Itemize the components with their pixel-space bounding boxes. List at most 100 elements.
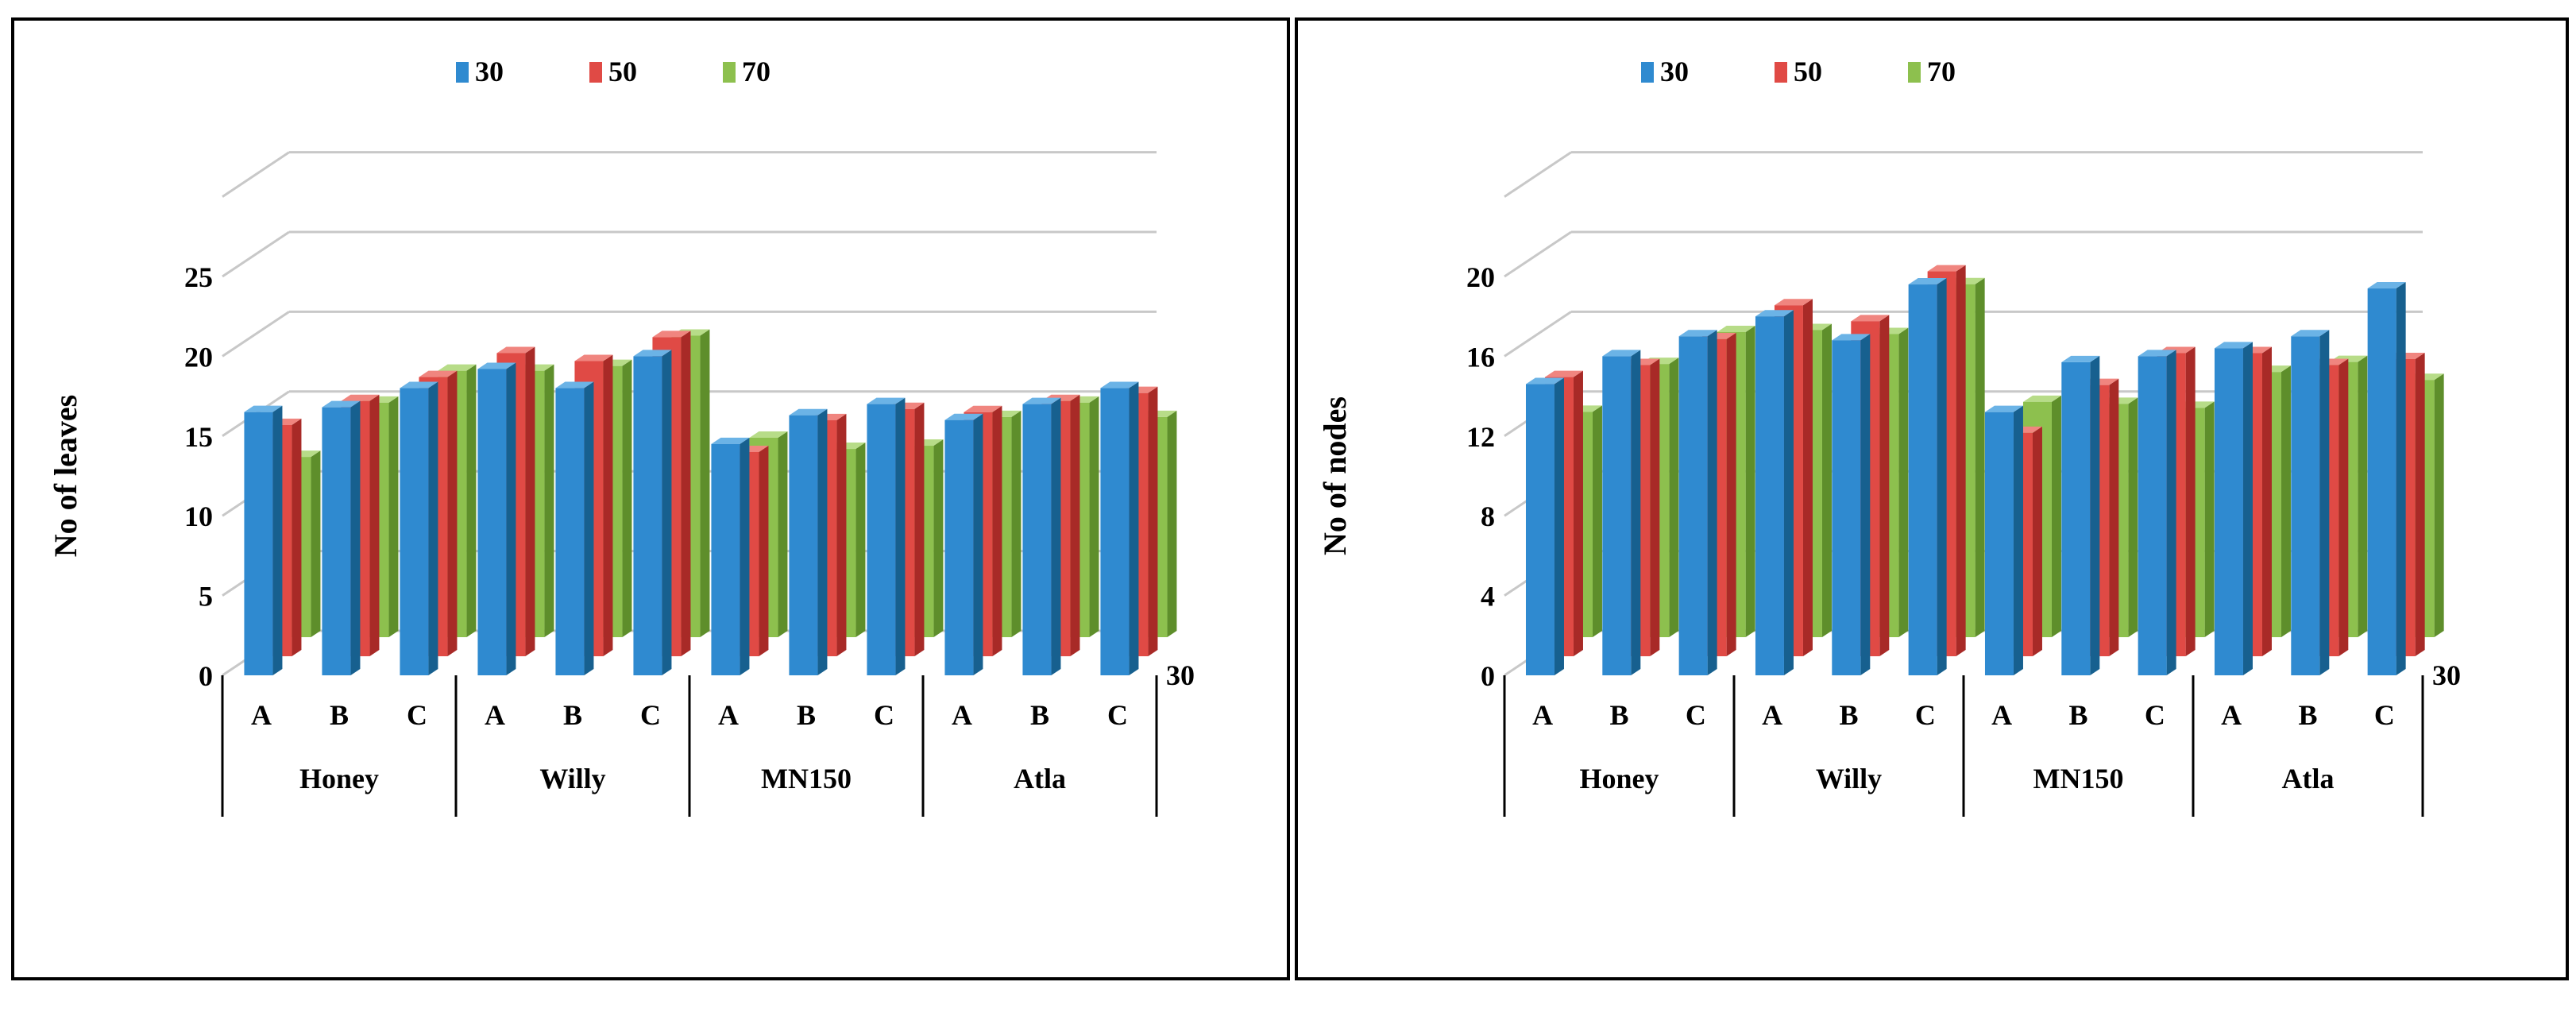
group-label-honey: Honey bbox=[299, 763, 379, 794]
y-tick-label: 0 bbox=[1481, 660, 1495, 692]
bar-mn150-b-30-top bbox=[2061, 355, 2100, 362]
bar-honey-a-30-top bbox=[1525, 377, 1564, 385]
legend-label-70: 70 bbox=[1927, 56, 1956, 87]
x-tick-label: A bbox=[952, 699, 972, 731]
bar-honey-b-30 bbox=[322, 407, 351, 675]
y-tick-label: 20 bbox=[1466, 261, 1495, 293]
bar-honey-b-50-top bbox=[341, 394, 380, 401]
gridline-side bbox=[1504, 151, 1572, 198]
x-tick-label: A bbox=[251, 699, 272, 731]
bar-willy-a-30 bbox=[477, 369, 507, 675]
bar-willy-c-70-side bbox=[700, 329, 710, 637]
y-tick-label: 20 bbox=[184, 341, 213, 373]
bar-willy-a-50-side bbox=[1802, 299, 1813, 656]
bar-mn150-a-70-top bbox=[749, 431, 788, 438]
group-label-honey: Honey bbox=[1579, 763, 1659, 794]
bar-atla-a-30-side bbox=[2242, 342, 2253, 675]
x-tick-label: B bbox=[2068, 699, 2087, 731]
bar-willy-c-30-side bbox=[662, 350, 672, 675]
bar-willy-b-50-side bbox=[1879, 315, 1890, 656]
legend-label-30: 30 bbox=[1660, 56, 1689, 87]
bar-honey-c-30 bbox=[400, 388, 429, 675]
group-label-mn150: MN150 bbox=[2033, 763, 2124, 794]
legend-swatch-70 bbox=[723, 62, 736, 83]
bar-honey-a-50-side bbox=[1573, 370, 1583, 656]
bar-mn150-a-70-side bbox=[778, 431, 788, 637]
bar-atla-c-50-side bbox=[2415, 353, 2425, 656]
bar-mn150-c-50-side bbox=[914, 402, 925, 656]
bar-atla-a-50-side bbox=[2261, 346, 2272, 656]
bar-mn150-a-30-top bbox=[711, 437, 750, 444]
bar-atla-a-30-top bbox=[944, 413, 983, 420]
x-tick-label: C bbox=[1686, 699, 1706, 731]
bar-willy-b-30-side bbox=[1860, 334, 1871, 675]
bar-willy-c-70-side bbox=[1975, 277, 1985, 637]
bar-willy-b-70-side bbox=[1898, 327, 1909, 637]
x-tick-label: C bbox=[874, 699, 894, 731]
bar-mn150-b-70-side bbox=[2128, 397, 2138, 637]
bar-willy-c-50-top bbox=[652, 331, 691, 338]
legend-swatch-50 bbox=[589, 62, 602, 83]
bar-honey-a-30-top bbox=[244, 405, 283, 412]
bar-mn150-b-50-side bbox=[2109, 378, 2119, 656]
bar-mn150-c-30 bbox=[2138, 356, 2167, 675]
bar-mn150-b-30-side bbox=[2090, 355, 2100, 675]
bar-honey-c-70-top bbox=[1717, 325, 1755, 332]
bar-mn150-a-70-top bbox=[2022, 395, 2061, 402]
bar-mn150-b-70-side bbox=[855, 443, 866, 637]
y-axis-title: No of nodes bbox=[1317, 396, 1353, 555]
group-label-atla: Atla bbox=[2282, 763, 2335, 794]
chart-leaves: 0 5 10 15 20 25 No of leaves 30 50 70 30 A B C Honey A B… bbox=[48, 56, 1195, 817]
x-tick-label: A bbox=[485, 699, 505, 731]
bar-atla-a-30-top bbox=[2214, 342, 2253, 349]
bar-mn150-a-30-side bbox=[2013, 405, 2023, 675]
group-label-atla: Atla bbox=[1014, 763, 1066, 794]
bar-atla-c-30 bbox=[1100, 388, 1130, 675]
legend-swatch-30 bbox=[1641, 62, 1654, 83]
bar-willy-a-70-side bbox=[1821, 323, 1832, 637]
bar-atla-c-30-side bbox=[1129, 381, 1139, 675]
bar-honey-a-30 bbox=[1525, 384, 1554, 675]
legend-swatch-30 bbox=[456, 62, 469, 83]
bar-atla-b-70-side bbox=[2358, 355, 2368, 637]
x-tick-label: C bbox=[407, 699, 427, 731]
y-tick-label: 10 bbox=[184, 501, 213, 532]
bar-mn150-a-30 bbox=[1984, 412, 2014, 675]
bar-willy-a-30 bbox=[1755, 316, 1784, 675]
bar-atla-c-30-top bbox=[2367, 282, 2406, 289]
legend-swatch-50 bbox=[1775, 62, 1787, 83]
group-label-willy: Willy bbox=[1816, 763, 1882, 794]
depth-axis-label: 30 bbox=[2432, 659, 2461, 691]
bar-mn150-c-70-side bbox=[933, 439, 944, 637]
x-tick-label: B bbox=[330, 699, 349, 731]
x-tick-label: A bbox=[1762, 699, 1782, 731]
gridline-side bbox=[1504, 230, 1572, 278]
bar-willy-a-30-top bbox=[1755, 310, 1794, 317]
bar-honey-b-70-side bbox=[388, 396, 399, 637]
bar-atla-a-50-top bbox=[964, 405, 1002, 412]
bar-mn150-c-50-side bbox=[2185, 346, 2196, 656]
y-tick-label: 16 bbox=[1466, 341, 1495, 373]
chart-panel-nodes: 0 4 8 12 16 20 No of nodes 30 50 70 30 A B C Honey A B C W… bbox=[1295, 17, 2569, 980]
bar-willy-b-30 bbox=[555, 388, 585, 675]
bar-mn150-c-30-side bbox=[2166, 350, 2176, 675]
x-tick-label: B bbox=[797, 699, 816, 731]
bar-atla-b-30-top bbox=[1022, 397, 1061, 404]
bar-honey-c-50-top bbox=[419, 370, 458, 377]
bar-honey-c-30 bbox=[1678, 336, 1708, 675]
bar-honey-a-70-side bbox=[1592, 405, 1602, 637]
bar-atla-b-30-side bbox=[1051, 397, 1061, 675]
y-tick-label: 8 bbox=[1481, 501, 1495, 532]
x-tick-label: B bbox=[1030, 699, 1049, 731]
bar-atla-a-30 bbox=[944, 419, 974, 675]
bar-honey-b-30-side bbox=[1631, 350, 1641, 675]
bar-willy-a-50-top bbox=[1774, 299, 1813, 306]
x-tick-label: B bbox=[2298, 699, 2317, 731]
bar-honey-c-70-side bbox=[466, 364, 477, 637]
y-tick-label: 12 bbox=[1466, 421, 1495, 453]
bar-atla-b-30-top bbox=[2291, 330, 2330, 337]
x-tick-label: A bbox=[2221, 699, 2242, 731]
bar-mn150-c-30-top bbox=[2138, 350, 2176, 357]
bar-willy-c-30-top bbox=[633, 350, 672, 357]
chart-panel-leaves: 0 5 10 15 20 25 No of leaves 30 50 70 30 A B C Honey A B… bbox=[11, 17, 1290, 980]
